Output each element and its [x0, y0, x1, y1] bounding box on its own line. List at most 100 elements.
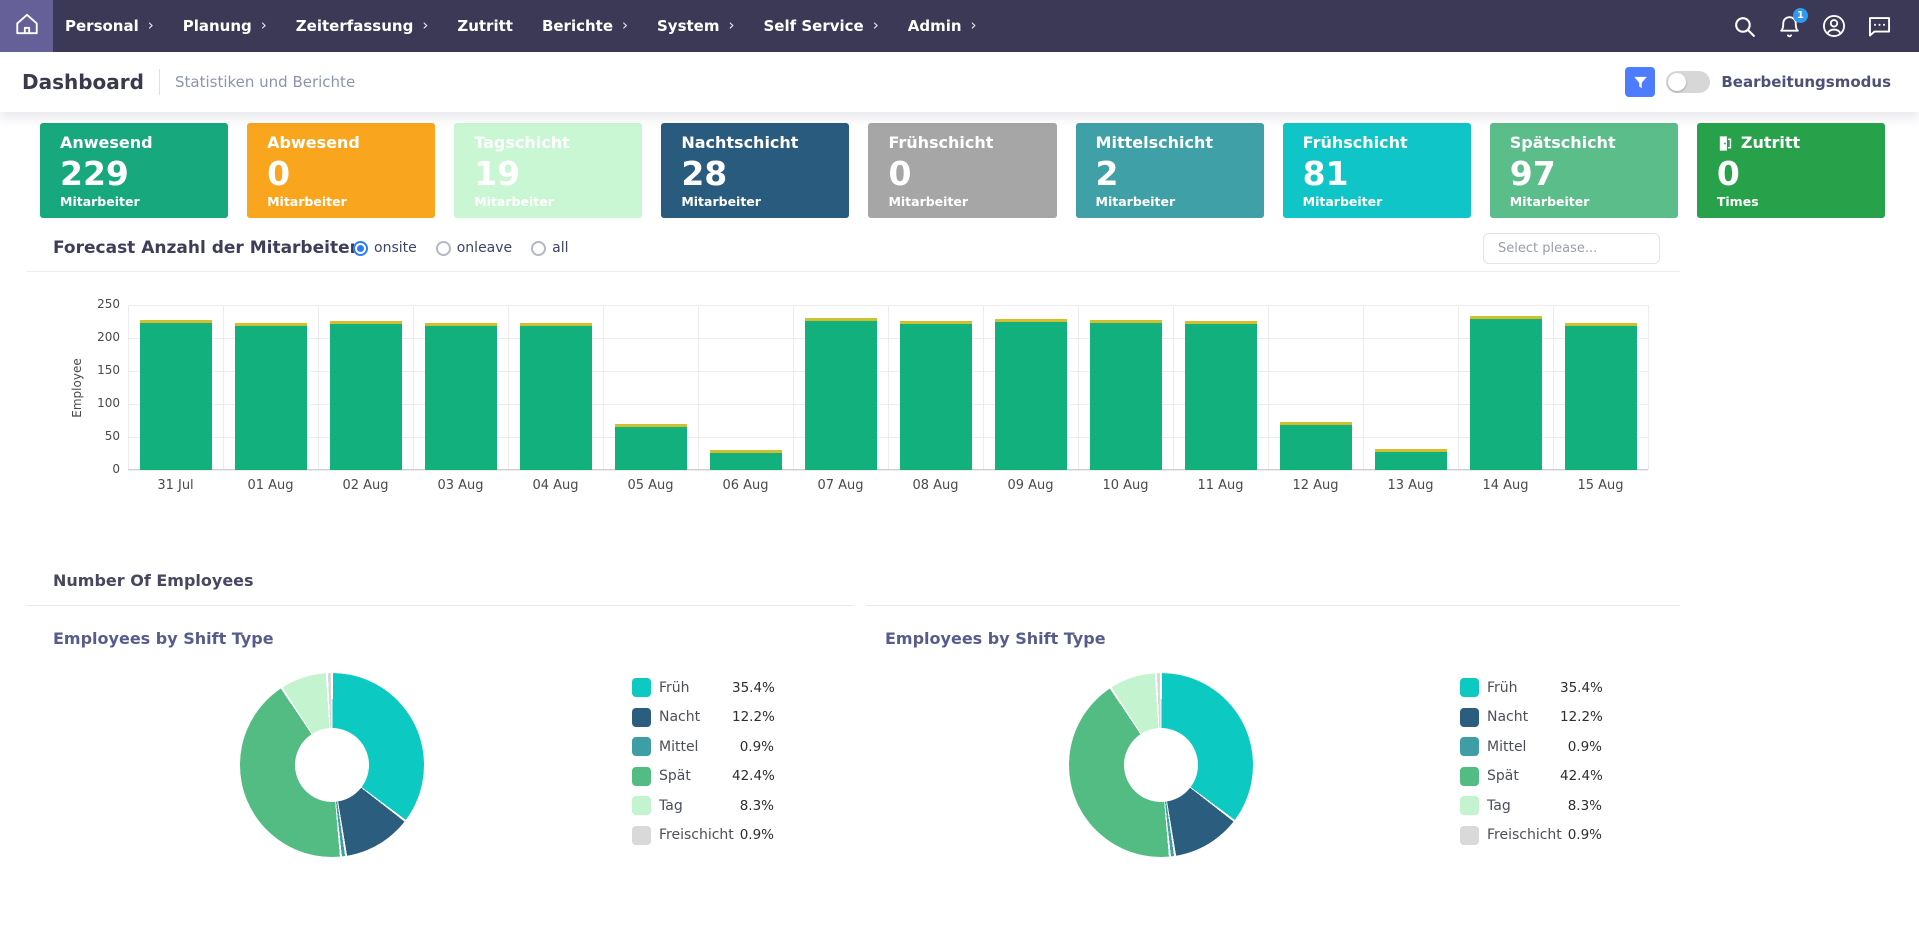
shift-type-legend-left: Früh 35.4% Nacht 12.2% Mittel 0.9% Spät 42.4% Ta… [632, 678, 775, 845]
kpi-card-abwesend: Abwesend 0 Mitarbeiter [247, 123, 436, 218]
top-navbar: Personal › Planung › Zeiterfassung › Zutritt Be… [0, 0, 1919, 52]
legend-label: Nacht [1487, 709, 1529, 725]
nav-item-personal[interactable]: Personal › [65, 16, 154, 35]
kpi-card-zutritt: Zutritt 0 Times [1696, 123, 1885, 218]
section-divider [27, 271, 1680, 272]
legend-label: Freischicht [659, 827, 734, 843]
x-axis-tick: 03 Aug [437, 478, 484, 493]
nav-item-berichte[interactable]: Berichte › [541, 16, 628, 35]
kpi-card-sublabel: Mitarbeiter [1509, 194, 1590, 209]
legend-swatch [632, 707, 651, 727]
nav-item-label: Admin [907, 17, 962, 35]
title-separator [158, 69, 160, 95]
page-header: Dashboard Statistiken und Berichte Bearb… [0, 52, 1919, 112]
legend-label: Mittel [1487, 738, 1527, 755]
gridline [318, 305, 319, 470]
edit-mode-label: Bearbeitungsmodus [1721, 73, 1891, 91]
kpi-card-sublabel: Mitarbeiter [60, 194, 140, 209]
shift-type-legend-right: Früh 35.4% Nacht 12.2% Mittel 0.9% Spät 42.4% Ta… [1460, 678, 1603, 845]
forecast-select[interactable]: Select please... [1483, 233, 1660, 264]
user-profile-icon[interactable] [1820, 12, 1848, 40]
forecast-radio-group: onsite onleave all [353, 240, 569, 256]
nav-item-label: System [657, 17, 720, 35]
radio-onsite[interactable]: onsite [353, 240, 417, 256]
bar-04-aug [519, 323, 592, 470]
nav-item-label: Planung [182, 17, 252, 35]
chevron-right-icon: › [872, 16, 879, 34]
legend-label: Tag [1487, 797, 1511, 814]
legend-item-früh: Früh 35.4% [632, 678, 775, 697]
legend-item-mittel: Mittel 0.9% [1460, 737, 1602, 756]
legend-swatch [1460, 825, 1479, 845]
x-axis-tick: 05 Aug [627, 478, 674, 493]
gridline [1268, 305, 1269, 470]
legend-item-tag: Tag 8.3% [632, 796, 774, 815]
nav-item-admin[interactable]: Admin › [907, 16, 977, 35]
x-axis-tick: 10 Aug [1102, 478, 1149, 493]
notification-count-badge: 1 [1793, 8, 1808, 23]
gridline [1173, 305, 1174, 470]
radio-button-icon [353, 240, 368, 256]
x-axis-tick: 09 Aug [1007, 478, 1054, 493]
legend-value: 8.3% [739, 797, 774, 814]
gridline [223, 305, 224, 470]
legend-swatch [1460, 796, 1479, 815]
gridline [413, 305, 414, 470]
notifications-bell-icon[interactable]: 1 [1775, 8, 1808, 40]
bar-03-aug [424, 322, 497, 470]
nav-item-system[interactable]: System › [657, 16, 735, 35]
kpi-card-value: 81 [1302, 154, 1349, 193]
radio-onleave[interactable]: onleave [435, 240, 512, 256]
messages-chat-icon[interactable] [1865, 12, 1893, 40]
nav-item-zutritt[interactable]: Zutritt [457, 17, 513, 35]
legend-label: Spät [659, 768, 691, 784]
kpi-card-label: Frühschicht [888, 133, 994, 152]
gridline [1363, 305, 1364, 470]
kpi-card-sublabel: Mitarbeiter [1095, 194, 1176, 209]
x-axis-tick: 15 Aug [1577, 478, 1624, 493]
nav-item-zeiterfassung[interactable]: Zeiterfassung › [296, 16, 429, 35]
x-axis-line [128, 469, 1648, 470]
legend-swatch [1460, 678, 1479, 697]
legend-swatch [632, 796, 651, 815]
page-title: Dashboard [22, 70, 144, 94]
legend-value: 42.4% [1560, 768, 1603, 784]
edit-mode-toggle[interactable] [1666, 71, 1711, 93]
kpi-card-label: Mittelschicht [1095, 133, 1213, 152]
nav-item-self-service[interactable]: Self Service › [763, 16, 879, 35]
radio-button-icon [435, 240, 451, 256]
chevron-right-icon: › [622, 16, 628, 34]
kpi-card-nachtschicht: Nachtschicht 28 Mitarbeiter [661, 123, 850, 218]
x-axis-tick: 04 Aug [532, 478, 579, 493]
nav-item-label: Berichte [541, 17, 613, 35]
kpi-card-label: Zutritt [1717, 132, 1865, 154]
legend-item-nacht: Nacht 12.2% [632, 707, 775, 727]
legend-label: Früh [659, 679, 690, 696]
x-axis-tick: 11 Aug [1197, 478, 1244, 493]
legend-label: Freischicht [1487, 827, 1562, 843]
employees-section-heading: Number Of Employees [53, 571, 254, 590]
radio-all[interactable]: all [531, 240, 569, 256]
gridline [698, 305, 699, 470]
legend-item-freischicht: Freischicht 0.9% [1460, 825, 1602, 845]
radio-label: all [552, 240, 569, 256]
chevron-right-icon: › [422, 16, 429, 34]
legend-swatch [632, 678, 651, 697]
search-icon[interactable] [1730, 12, 1758, 40]
bar-05-aug [614, 423, 687, 470]
home-button[interactable] [0, 0, 53, 52]
legend-swatch [1460, 737, 1479, 756]
legend-item-mittel: Mittel 0.9% [632, 737, 774, 756]
gridline [508, 305, 509, 470]
gridline [888, 305, 889, 470]
nav-item-planung[interactable]: Planung › [182, 16, 267, 35]
forecast-section-title: Forecast Anzahl der Mitarbeiter [53, 238, 358, 258]
filter-button[interactable] [1625, 67, 1656, 97]
kpi-card-sublabel: Mitarbeiter [888, 194, 969, 209]
gridline [1078, 305, 1079, 470]
page-subtitle: Statistiken und Berichte [174, 73, 356, 91]
chevron-right-icon: › [728, 16, 735, 34]
kpi-card-sublabel: Mitarbeiter [681, 194, 761, 209]
radio-label: onsite [374, 240, 417, 256]
nav-item-label: Zutritt [457, 17, 513, 35]
